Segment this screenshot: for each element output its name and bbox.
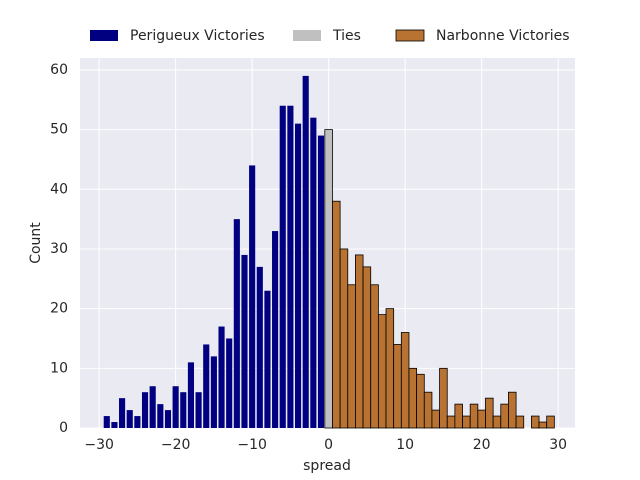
legend-label: Perigueux Victories [130, 28, 265, 44]
bar [393, 344, 402, 429]
x-tick-label: 30 [549, 437, 567, 453]
x-axis-label: spread [303, 458, 351, 474]
bar [332, 200, 341, 429]
bar [508, 391, 517, 429]
bar [126, 410, 133, 428]
bar [172, 386, 179, 428]
y-tick-label: 0 [59, 420, 68, 436]
bar [187, 362, 194, 428]
legend-label: Narbonne Victories [436, 28, 570, 44]
bar [218, 326, 225, 428]
x-tick-label: −30 [84, 437, 114, 453]
bar [492, 415, 502, 429]
x-tick-label: 20 [473, 437, 491, 453]
bar [180, 392, 187, 428]
y-tick-label: 20 [50, 301, 68, 317]
bar [149, 386, 156, 428]
bar [530, 415, 540, 429]
legend-swatch [395, 29, 425, 42]
y-axis-label: Count [28, 222, 44, 264]
bar [210, 356, 217, 428]
bar [339, 248, 349, 429]
bar [439, 367, 448, 429]
bar [347, 284, 356, 429]
bar [134, 416, 141, 428]
bar [469, 403, 479, 429]
bar [195, 392, 202, 428]
bar [538, 421, 548, 429]
bar [355, 254, 364, 429]
bar [485, 397, 494, 429]
bar [408, 367, 418, 429]
bar [416, 373, 425, 429]
bar [310, 117, 317, 428]
bar [264, 290, 271, 428]
bar [272, 231, 279, 428]
bar [500, 403, 509, 429]
bar [385, 308, 395, 429]
bar [515, 415, 525, 429]
x-tick-label: 0 [324, 437, 333, 453]
bar [241, 254, 248, 428]
bar [370, 284, 379, 429]
legend-swatch [90, 30, 118, 41]
bar [423, 391, 433, 429]
bar [294, 123, 302, 428]
x-tick-label: −10 [237, 437, 267, 453]
bar [454, 403, 463, 429]
y-tick-label: 50 [50, 122, 68, 138]
bar [279, 105, 286, 428]
bar [477, 409, 486, 429]
bar [249, 165, 256, 428]
bar [256, 266, 263, 428]
bar [446, 415, 456, 429]
bar [400, 332, 410, 429]
bar [324, 129, 333, 429]
bar [203, 344, 210, 428]
bar [119, 398, 126, 428]
bar [317, 135, 325, 429]
bar [226, 338, 233, 428]
y-tick-label: 40 [50, 181, 68, 197]
y-tick-label: 10 [50, 360, 68, 376]
bar [164, 410, 172, 428]
bar [287, 105, 294, 428]
bar [546, 415, 555, 429]
bar [462, 415, 471, 429]
y-tick-label: 30 [50, 241, 68, 257]
y-tick-label: 60 [50, 62, 68, 78]
bar [111, 422, 118, 428]
bar [157, 404, 164, 428]
legend-swatch [293, 30, 321, 41]
bar [362, 266, 372, 429]
bar [431, 409, 440, 429]
bar [302, 75, 309, 428]
bar [377, 314, 387, 429]
bar [103, 416, 110, 428]
bar [141, 392, 149, 428]
legend-label: Ties [332, 28, 361, 44]
x-tick-label: 10 [396, 437, 414, 453]
x-tick-label: −20 [161, 437, 191, 453]
bar [233, 219, 240, 428]
